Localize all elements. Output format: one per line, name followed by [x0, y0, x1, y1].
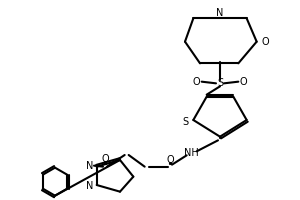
Text: N: N [216, 8, 224, 18]
Text: O: O [166, 155, 174, 165]
Text: N: N [86, 161, 94, 171]
Text: NH: NH [184, 148, 199, 158]
Text: O: O [101, 154, 109, 164]
Text: O: O [239, 77, 247, 87]
Text: O: O [193, 77, 200, 87]
Text: N: N [86, 181, 94, 191]
Text: S: S [182, 117, 188, 127]
Text: S: S [217, 78, 223, 88]
Text: O: O [261, 37, 268, 47]
